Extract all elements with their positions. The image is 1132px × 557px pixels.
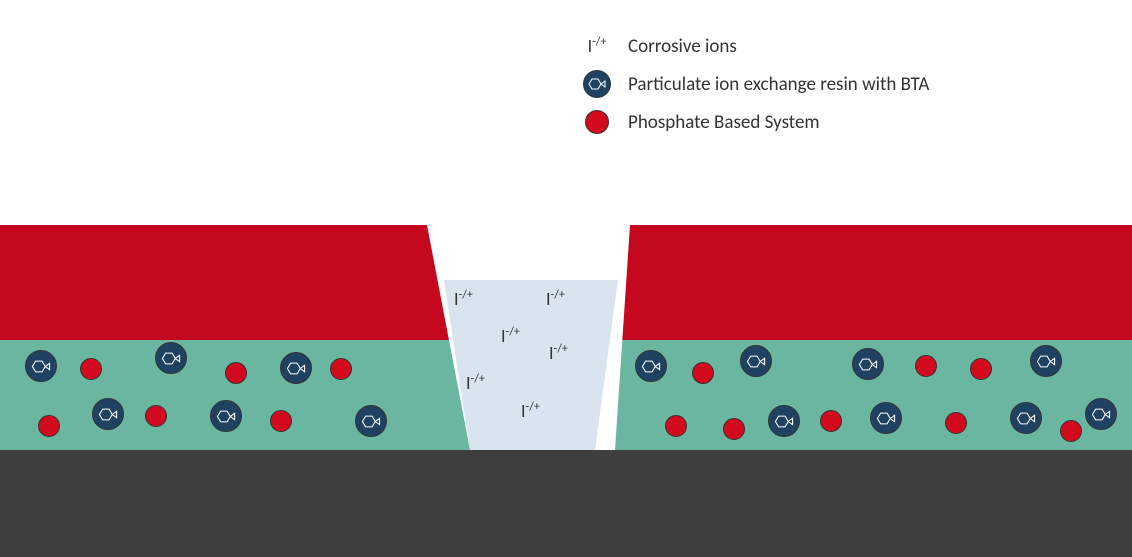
phosphate-particle: [270, 410, 292, 432]
phosphate-particle: [38, 415, 60, 437]
phosphate-particle: [145, 405, 167, 427]
phosphate-particle: [225, 362, 247, 384]
phosphate-particle: [820, 410, 842, 432]
green-layer-left: [0, 340, 470, 450]
ion-label: I-/+: [521, 400, 540, 422]
phosphate-particle: [80, 358, 102, 380]
dark-layer: [0, 450, 1132, 557]
ion-label: I-/+: [501, 325, 520, 347]
phosphate-particle: [692, 362, 714, 384]
ion-label: I-/+: [454, 288, 473, 310]
bta-particle: [1010, 402, 1042, 434]
phosphate-particle: [665, 415, 687, 437]
ion-label: I-/+: [546, 288, 565, 310]
phosphate-particle: [915, 355, 937, 377]
ion-label: I-/+: [549, 342, 568, 364]
red-layer-right: [622, 225, 1132, 340]
bta-particle: [852, 348, 884, 380]
phosphate-particle: [970, 358, 992, 380]
phosphate-particle: [330, 358, 352, 380]
bta-particle: [210, 400, 242, 432]
bta-particle: [740, 345, 772, 377]
bta-particle: [635, 350, 667, 382]
phosphate-particle: [945, 412, 967, 434]
bta-particle: [870, 402, 902, 434]
red-layer-left: [0, 225, 449, 340]
bta-particle: [155, 342, 187, 374]
bta-particle: [768, 405, 800, 437]
bta-particle: [1030, 345, 1062, 377]
ion-label: I-/+: [466, 372, 485, 394]
bta-particle: [355, 405, 387, 437]
bta-particle: [92, 398, 124, 430]
bta-particle: [1085, 398, 1117, 430]
phosphate-particle: [723, 418, 745, 440]
bta-particle: [25, 350, 57, 382]
bta-particle: [280, 352, 312, 384]
phosphate-particle: [1060, 420, 1082, 442]
layers-svg: [0, 0, 1132, 557]
